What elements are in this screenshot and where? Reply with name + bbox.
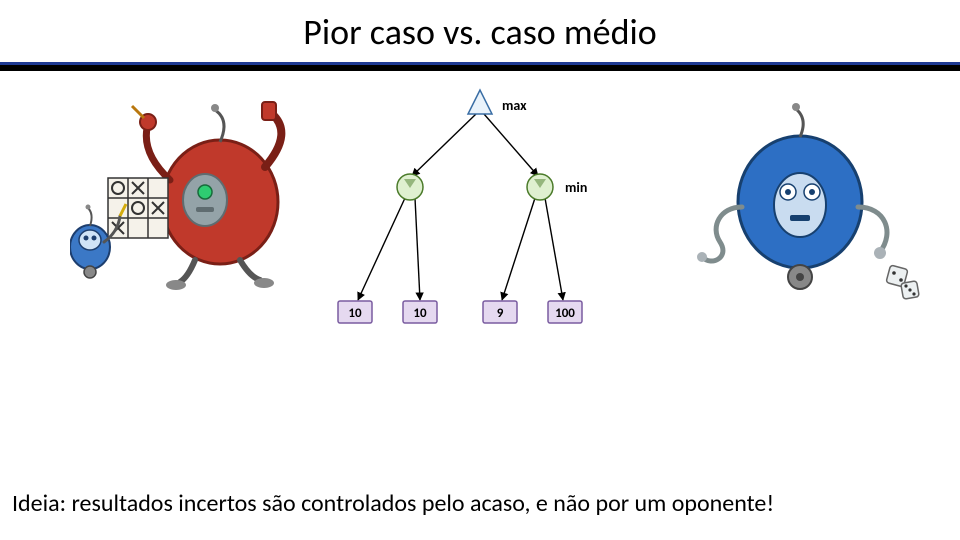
robot-right bbox=[690, 97, 920, 307]
svg-text:9: 9 bbox=[497, 306, 504, 321]
leaf-node: 10 bbox=[403, 301, 437, 323]
svg-text:10: 10 bbox=[413, 306, 427, 321]
page-title: Pior caso vs. caso médio bbox=[0, 0, 960, 54]
leaf-node: 100 bbox=[548, 301, 582, 323]
dice-icon bbox=[886, 265, 919, 299]
tree-edge bbox=[502, 198, 535, 300]
bottom-caption: Ideia: resultados incertos são controlad… bbox=[0, 489, 960, 518]
tree-edge bbox=[358, 198, 405, 300]
svg-text:100: 100 bbox=[555, 306, 575, 321]
tree-edge bbox=[415, 198, 420, 300]
min-label: min bbox=[565, 179, 587, 196]
tree-edge bbox=[412, 114, 476, 176]
stage: max min 10 10 9 100 bbox=[0, 72, 960, 452]
svg-text:10: 10 bbox=[348, 306, 362, 321]
leaf-node: 10 bbox=[338, 301, 372, 323]
tree-edge bbox=[484, 114, 538, 176]
max-node bbox=[468, 90, 492, 114]
title-rule bbox=[0, 62, 960, 71]
max-label: max bbox=[502, 97, 527, 114]
tree-edge bbox=[545, 198, 563, 300]
leaf-node: 9 bbox=[483, 301, 517, 323]
blue-robot-icon bbox=[697, 103, 887, 289]
